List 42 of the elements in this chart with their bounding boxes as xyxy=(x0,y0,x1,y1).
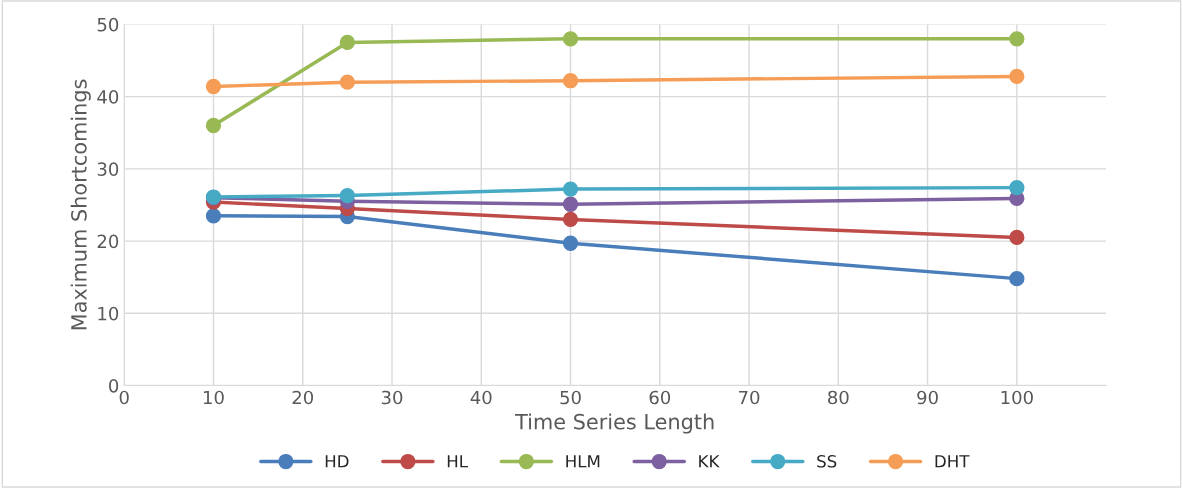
y-tick-label: 30 xyxy=(97,162,119,176)
x-tick-label: 0 xyxy=(119,390,129,405)
legend-label: HLM xyxy=(566,455,600,468)
x-tick-label: 80 xyxy=(828,390,849,405)
legend-label: HL xyxy=(447,455,468,468)
x-tick-label: 70 xyxy=(739,390,760,405)
point xyxy=(339,187,356,204)
point xyxy=(1009,68,1025,85)
legend-label: SS xyxy=(817,454,837,468)
y-axis-title: Maximum Shortcomings xyxy=(70,79,91,330)
x-tick-label: 60 xyxy=(649,390,671,405)
point xyxy=(1009,31,1025,47)
point xyxy=(205,208,222,224)
x-tick-label: 100 xyxy=(1001,390,1033,405)
x-tick-label: 20 xyxy=(292,390,314,405)
legend-label: HD xyxy=(325,455,349,468)
y-tick-label: 0 xyxy=(109,378,119,393)
x-tick-label: 30 xyxy=(381,390,403,405)
y-tick-label: 50 xyxy=(97,17,119,32)
point xyxy=(205,78,222,95)
point xyxy=(339,34,356,51)
point xyxy=(1009,270,1025,287)
point xyxy=(1009,229,1025,246)
legend-label: KK xyxy=(699,455,720,468)
point xyxy=(562,196,579,212)
x-tick-label: 50 xyxy=(560,390,581,405)
point xyxy=(339,74,356,90)
point xyxy=(562,73,579,89)
point xyxy=(562,235,579,251)
y-tick-label: 40 xyxy=(97,90,119,104)
y-tick-label: 10 xyxy=(98,306,119,321)
y-tick-label: 20 xyxy=(97,234,119,249)
point xyxy=(562,211,579,228)
legend-label: DHT xyxy=(935,455,970,468)
x-tick-label: 40 xyxy=(470,390,492,405)
point xyxy=(205,117,222,134)
x-axis-title: Time Series Length xyxy=(515,413,714,434)
x-tick-label: 90 xyxy=(917,390,938,405)
point xyxy=(1009,179,1025,196)
point xyxy=(562,31,579,47)
point xyxy=(562,181,579,197)
x-tick-label: 10 xyxy=(203,390,224,405)
